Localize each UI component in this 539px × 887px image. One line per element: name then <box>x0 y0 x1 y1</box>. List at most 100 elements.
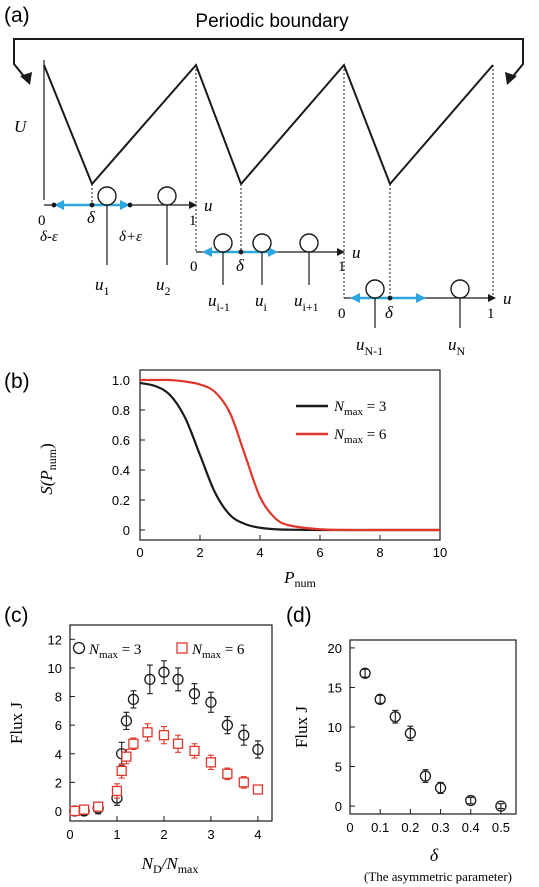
data-point-square <box>189 745 200 757</box>
cyan-arrow-left-icon <box>350 293 360 303</box>
data-point-circle <box>359 667 371 679</box>
y-tick-label: 2 <box>55 775 62 790</box>
panel-b-label: (b) <box>4 370 30 393</box>
cyan-arrow-right-icon <box>268 247 278 257</box>
y-tick-label: 0.2 <box>112 493 130 508</box>
delta-plus-epsilon-label: δ+ε <box>119 229 142 245</box>
particle-uN-1 <box>365 279 385 299</box>
legend-marker-square <box>176 642 188 654</box>
particle-label: u1 <box>95 275 110 298</box>
u-axis-label: u <box>204 196 213 215</box>
particle-u2 <box>157 186 177 206</box>
panel-d-x-note: (The asymmetric parameter) <box>364 869 512 884</box>
panel-c-label: (c) <box>4 604 29 627</box>
legend-label-nmax6: Nmax = 6 <box>333 427 387 446</box>
panel-b: (b) 0 2 4 6 8 10 0 0.2 0.4 0.6 0.8 1.0 S(Pnum) Pnum… <box>4 369 447 590</box>
marker-dot <box>387 295 393 301</box>
data-point-square <box>158 730 170 741</box>
data-point-circle <box>465 794 477 807</box>
legend-marker-circle <box>72 641 86 655</box>
x-tick-label: 0.3 <box>432 820 450 835</box>
particle-label: u2 <box>156 275 171 298</box>
data-point-square <box>172 738 184 749</box>
y-tick-label: 0.4 <box>112 463 130 478</box>
panel-b-ticks: 0 2 4 6 8 10 0 0.2 0.4 0.6 0.8 1.0 <box>112 373 447 560</box>
particle-ui <box>252 233 272 253</box>
delta-label: δ <box>236 256 245 275</box>
marker-dot <box>127 202 133 208</box>
particle-u1 <box>97 186 117 206</box>
x-tick-label: 4 <box>256 545 263 560</box>
x-tick-label: 0.1 <box>371 820 389 835</box>
x-tick-label: 8 <box>376 545 383 560</box>
data-point-square <box>116 765 127 777</box>
data-point-circle <box>172 673 184 686</box>
potential-y-label: U <box>14 117 28 136</box>
sawtooth-potential <box>43 63 494 186</box>
data-point-circle <box>419 770 432 782</box>
panel-b-x-label: Pnum <box>283 568 316 590</box>
boundary-arrow-left-icon <box>20 72 32 85</box>
u-axis-label: u <box>503 289 512 308</box>
cyan-arrow-left-icon <box>202 247 212 257</box>
y-tick-label: 10 <box>48 661 62 676</box>
panel-c-x-label: ND/Nmax <box>141 854 199 876</box>
data-point-square <box>205 757 217 768</box>
plot-frame <box>349 639 517 815</box>
data-point-circle <box>404 727 417 739</box>
arrow-right-icon <box>337 248 345 256</box>
arrow-right-icon <box>189 201 197 209</box>
panel-c-points <box>69 660 264 817</box>
legend-label-nmax3: Nmax = 3 <box>88 642 141 661</box>
legend-label-nmax3: Nmax = 3 <box>333 399 386 418</box>
y-tick-label: 6 <box>55 718 62 733</box>
delta-label: δ <box>87 208 96 227</box>
x-tick-label: 2 <box>196 545 203 560</box>
panel-d-ticks: 0 0.1 0.2 0.3 0.4 0.5 0 5 10 15 20 <box>328 641 510 835</box>
series-line-nmax6 <box>139 378 440 532</box>
x-tick-label: 0 <box>66 827 73 842</box>
data-point-circle <box>374 693 386 705</box>
data-point-circle <box>238 729 250 741</box>
data-point-circle <box>205 696 217 708</box>
particle-ui-1 <box>213 233 233 253</box>
legend-label-nmax6: Nmax = 6 <box>191 642 245 661</box>
plot-frame <box>139 369 441 541</box>
marker-dot <box>238 249 244 255</box>
periodic-boundary-frame <box>13 38 524 81</box>
plot-frame <box>69 624 273 822</box>
panel-b-y-label: S(Pnum) <box>37 443 59 495</box>
x-tick-label: 0 <box>136 545 143 560</box>
data-point-circle <box>434 782 447 794</box>
x-tick-label: 1 <box>113 827 120 842</box>
u-axis-label: u <box>352 243 361 262</box>
x-tick-label: 0 <box>346 820 353 835</box>
tick-one: 1 <box>189 213 197 229</box>
x-tick-label: 4 <box>254 827 261 842</box>
tick-zero: 0 <box>190 259 198 275</box>
arrow-right-icon <box>488 294 496 302</box>
data-point-square <box>93 801 104 812</box>
cyan-arrow-left-icon <box>54 200 64 210</box>
x-tick-label: 6 <box>316 545 323 560</box>
x-tick-label: 2 <box>160 827 167 842</box>
data-point-circle <box>127 693 140 706</box>
data-point-square <box>121 751 132 762</box>
particle-label: ui <box>255 291 268 314</box>
tick-one: 1 <box>338 259 346 275</box>
y-tick-label: 0 <box>55 804 62 819</box>
x-tick-label: 3 <box>207 827 214 842</box>
y-tick-label: 20 <box>328 641 342 656</box>
y-tick-label: 10 <box>328 720 342 735</box>
particle-ui+1 <box>299 233 319 253</box>
data-point-square <box>78 804 90 815</box>
x-tick-label: 10 <box>433 545 447 560</box>
data-point-circle <box>389 711 401 723</box>
cyan-arrow-right-icon <box>416 293 426 303</box>
data-point-square <box>252 784 264 795</box>
data-point-square <box>142 727 153 738</box>
panel-d-x-label: δ <box>430 845 439 865</box>
data-point-square <box>238 777 249 788</box>
